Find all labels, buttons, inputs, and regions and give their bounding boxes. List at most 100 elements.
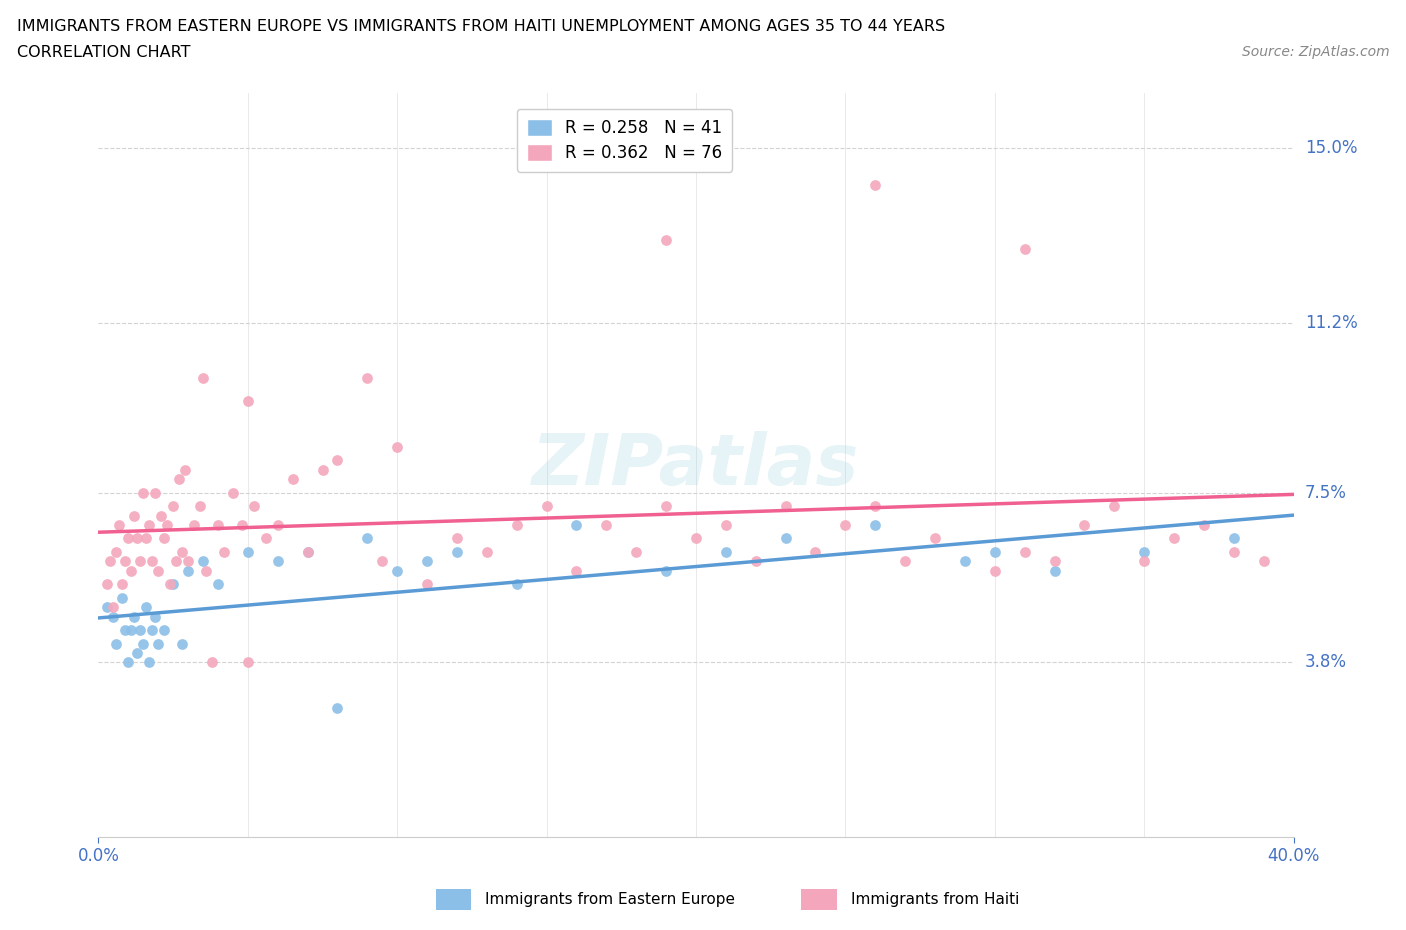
Point <box>159 577 181 591</box>
Point <box>201 655 224 670</box>
Point <box>1163 531 1185 546</box>
Point <box>108 517 131 532</box>
Point <box>127 645 149 660</box>
Point <box>153 531 176 546</box>
Point <box>236 655 259 670</box>
Text: 15.0%: 15.0% <box>1305 140 1357 157</box>
Point <box>1133 554 1156 569</box>
Point <box>96 577 118 591</box>
Point <box>446 531 468 546</box>
Text: Source: ZipAtlas.com: Source: ZipAtlas.com <box>1241 45 1389 59</box>
Point <box>655 498 678 513</box>
Point <box>655 564 678 578</box>
Point <box>129 623 152 638</box>
Text: 11.2%: 11.2% <box>1305 313 1357 332</box>
Point <box>416 577 439 591</box>
Point <box>165 554 187 569</box>
Point <box>172 545 194 560</box>
Point <box>297 545 319 560</box>
Point <box>311 462 333 477</box>
Point <box>114 623 136 638</box>
Point <box>775 531 797 546</box>
Point <box>865 517 887 532</box>
Point <box>626 545 648 560</box>
Point <box>191 554 214 569</box>
Point <box>506 517 529 532</box>
Point <box>297 545 319 560</box>
Point <box>1073 517 1095 532</box>
Point <box>212 545 235 560</box>
Point <box>385 439 409 454</box>
Point <box>416 554 439 569</box>
Point <box>207 577 229 591</box>
Point <box>141 623 163 638</box>
Point <box>984 545 1007 560</box>
Point <box>267 517 290 532</box>
Point <box>117 655 139 670</box>
Point <box>356 370 378 385</box>
Point <box>745 554 768 569</box>
Point <box>236 545 259 560</box>
Point <box>1223 545 1246 560</box>
Text: Immigrants from Eastern Europe: Immigrants from Eastern Europe <box>485 892 735 907</box>
Point <box>804 545 827 560</box>
Point <box>135 600 157 615</box>
Point <box>114 554 136 569</box>
Point <box>188 498 211 513</box>
Point <box>243 498 266 513</box>
Point <box>1043 564 1066 578</box>
Point <box>894 554 917 569</box>
Point <box>231 517 253 532</box>
Point <box>655 232 678 247</box>
Point <box>281 472 304 486</box>
Point <box>834 517 856 532</box>
Point <box>356 531 378 546</box>
Point <box>1014 545 1036 560</box>
Point <box>775 498 797 513</box>
Point <box>714 517 737 532</box>
Point <box>138 655 160 670</box>
Point <box>167 472 190 486</box>
Point <box>150 508 173 523</box>
Point <box>153 623 176 638</box>
Point <box>105 545 128 560</box>
Point <box>143 485 166 500</box>
FancyBboxPatch shape <box>801 889 837 910</box>
Point <box>183 517 205 532</box>
Point <box>236 393 259 408</box>
Point <box>132 637 155 652</box>
Point <box>1133 545 1156 560</box>
Point <box>143 609 166 624</box>
Text: CORRELATION CHART: CORRELATION CHART <box>17 45 190 60</box>
Point <box>162 577 184 591</box>
Point <box>98 554 122 569</box>
Point <box>1043 554 1066 569</box>
Text: 3.8%: 3.8% <box>1305 654 1347 671</box>
Point <box>96 600 118 615</box>
Point <box>148 564 170 578</box>
Point <box>924 531 946 546</box>
Point <box>156 517 179 532</box>
Point <box>1104 498 1126 513</box>
Point <box>714 545 737 560</box>
Point <box>595 517 617 532</box>
Point <box>685 531 707 546</box>
Point <box>371 554 394 569</box>
Point <box>475 545 498 560</box>
Point <box>127 531 149 546</box>
Text: 7.5%: 7.5% <box>1305 484 1347 501</box>
Point <box>103 609 125 624</box>
Point <box>1192 517 1215 532</box>
Point <box>446 545 468 560</box>
Point <box>865 498 887 513</box>
Point <box>132 485 155 500</box>
Point <box>506 577 529 591</box>
Point <box>120 623 142 638</box>
Point <box>565 517 588 532</box>
Point <box>177 564 200 578</box>
Point <box>111 577 134 591</box>
Point <box>326 701 349 716</box>
Point <box>984 564 1007 578</box>
Point <box>953 554 976 569</box>
Point <box>172 637 194 652</box>
